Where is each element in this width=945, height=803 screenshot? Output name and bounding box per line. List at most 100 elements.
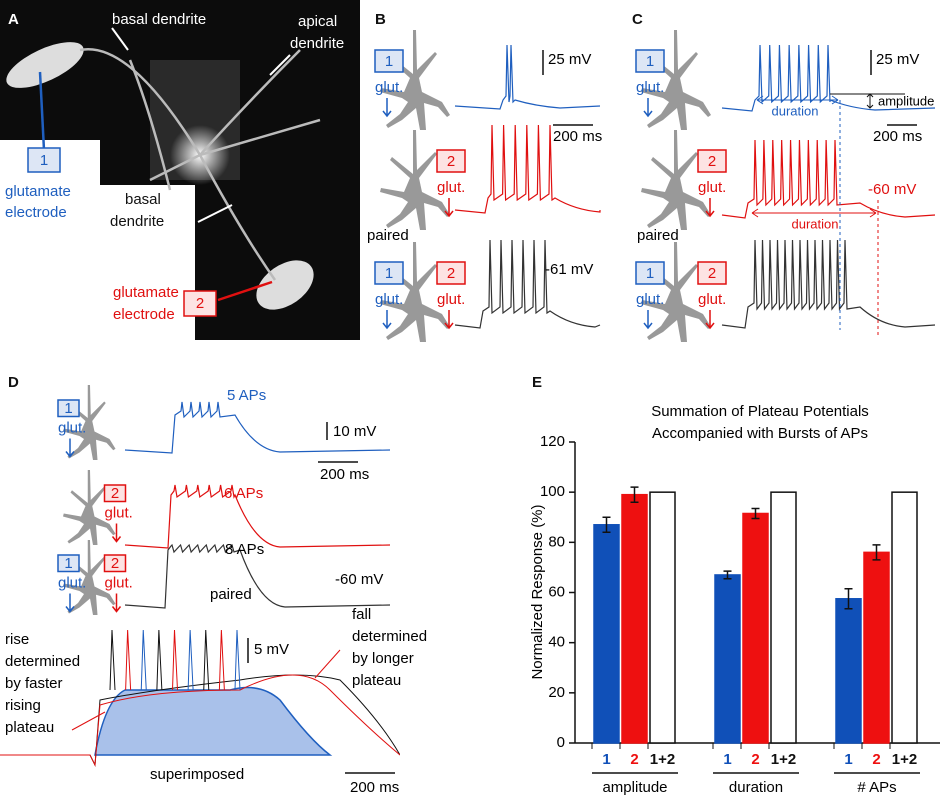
arrow bbox=[65, 593, 75, 613]
scale-bar bbox=[870, 50, 917, 126]
spike bbox=[140, 630, 147, 691]
bar bbox=[835, 598, 862, 744]
y-tick-label: 80 bbox=[548, 533, 565, 550]
y-tick-label: 120 bbox=[540, 433, 565, 450]
trace bbox=[721, 239, 936, 329]
series-label: 1+2 bbox=[892, 751, 917, 768]
electrode-label: 1 bbox=[646, 53, 654, 70]
label: rise bbox=[5, 631, 29, 648]
electrode-label: 2 bbox=[196, 295, 204, 312]
electrode-box bbox=[57, 554, 80, 573]
error-bar bbox=[602, 516, 611, 534]
chart-title: Accompanied with Bursts of APs bbox=[652, 425, 868, 442]
panel-label: B bbox=[375, 11, 386, 28]
scale-label: 200 ms bbox=[553, 128, 602, 145]
x-category-label: amplitude bbox=[602, 779, 667, 796]
label: plateau bbox=[352, 672, 401, 689]
scale-bar bbox=[318, 422, 358, 463]
electrode-box bbox=[374, 49, 404, 73]
error-bar bbox=[844, 587, 853, 610]
scale-bar bbox=[542, 50, 593, 126]
electrode-label: 2 bbox=[447, 153, 455, 170]
electrode-box bbox=[103, 484, 127, 503]
label: amplitude bbox=[878, 93, 934, 108]
label: basal bbox=[125, 191, 161, 208]
x-category-label: # APs bbox=[857, 779, 896, 796]
arrow bbox=[382, 98, 392, 118]
scale-label: 25 mV bbox=[876, 51, 919, 68]
y-tick-label: 60 bbox=[548, 583, 565, 600]
electrode-box bbox=[697, 149, 727, 173]
label: -60 mV bbox=[335, 571, 383, 588]
glut-label: glut. bbox=[437, 179, 465, 196]
trace bbox=[721, 44, 936, 112]
label: electrode bbox=[5, 204, 67, 221]
trace bbox=[124, 401, 391, 454]
series-label: 2 bbox=[630, 751, 638, 768]
bar bbox=[770, 491, 797, 744]
error-bar bbox=[872, 544, 881, 561]
label: plateau bbox=[5, 719, 54, 736]
glut-label: glut. bbox=[58, 574, 86, 591]
bar bbox=[863, 551, 890, 744]
electrode-label: 1 bbox=[64, 555, 72, 572]
glut-label: glut. bbox=[437, 291, 465, 308]
glut-label: glut. bbox=[636, 79, 664, 96]
electrode-label: 1 bbox=[385, 265, 393, 282]
panel-label: A bbox=[8, 11, 19, 28]
label: -60 mV bbox=[868, 181, 916, 198]
arrow bbox=[444, 198, 454, 218]
electrode-label: 1 bbox=[40, 152, 48, 169]
y-tick-label: 20 bbox=[548, 684, 565, 701]
amp-arrow bbox=[830, 93, 905, 109]
panel-label: E bbox=[532, 374, 542, 391]
electrode-box bbox=[436, 149, 466, 173]
scale-bar bbox=[247, 638, 395, 774]
spike bbox=[234, 630, 241, 691]
spike bbox=[187, 630, 194, 691]
scale-label: 200 ms bbox=[873, 128, 922, 145]
label: basal dendrite bbox=[112, 11, 206, 28]
label: 6 APs bbox=[224, 485, 263, 502]
arrow bbox=[382, 310, 392, 330]
trace bbox=[0, 674, 400, 767]
label: dendrite bbox=[290, 35, 344, 52]
bar bbox=[649, 491, 676, 744]
bar-chart: Summation of Plateau Potentials Accompani… bbox=[529, 403, 940, 796]
arrow bbox=[111, 593, 122, 613]
series-label: 1+2 bbox=[650, 751, 675, 768]
trace bbox=[124, 543, 391, 609]
scale-label: 10 mV bbox=[333, 423, 376, 440]
electrode-box bbox=[374, 261, 404, 285]
y-tick-label: 0 bbox=[557, 734, 565, 751]
label: by faster bbox=[5, 675, 63, 692]
label: duration bbox=[792, 216, 839, 231]
electrode-label: 1 bbox=[64, 400, 72, 417]
label: rising bbox=[5, 697, 41, 714]
bar bbox=[593, 524, 620, 744]
trace bbox=[454, 44, 601, 110]
label: paired bbox=[210, 586, 252, 603]
glut-label: glut. bbox=[105, 574, 133, 591]
series-label: 1 bbox=[602, 751, 610, 768]
trace bbox=[454, 239, 601, 329]
trace bbox=[721, 139, 936, 219]
label: fall bbox=[352, 606, 371, 623]
label: determined bbox=[5, 653, 80, 670]
electrode-label: 2 bbox=[708, 153, 716, 170]
error-bar bbox=[751, 507, 760, 520]
label: by longer bbox=[352, 650, 414, 667]
series-label: 1 bbox=[844, 751, 852, 768]
neuron-icons: 1 glut. 2 glut. 1 glut. 2 glut. 1 glut. 2 glut. 1 glu… bbox=[57, 30, 727, 615]
electrode-label: 1 bbox=[385, 53, 393, 70]
panel-label: D bbox=[8, 374, 19, 391]
arrow bbox=[65, 438, 75, 458]
label: 5 APs bbox=[227, 387, 266, 404]
glut-label: glut. bbox=[636, 291, 664, 308]
spike bbox=[109, 630, 116, 691]
chart-title: Summation of Plateau Potentials bbox=[651, 403, 869, 420]
electrode-label: 1 bbox=[646, 265, 654, 282]
electrode-box bbox=[57, 399, 80, 418]
plateau-area bbox=[94, 686, 333, 756]
